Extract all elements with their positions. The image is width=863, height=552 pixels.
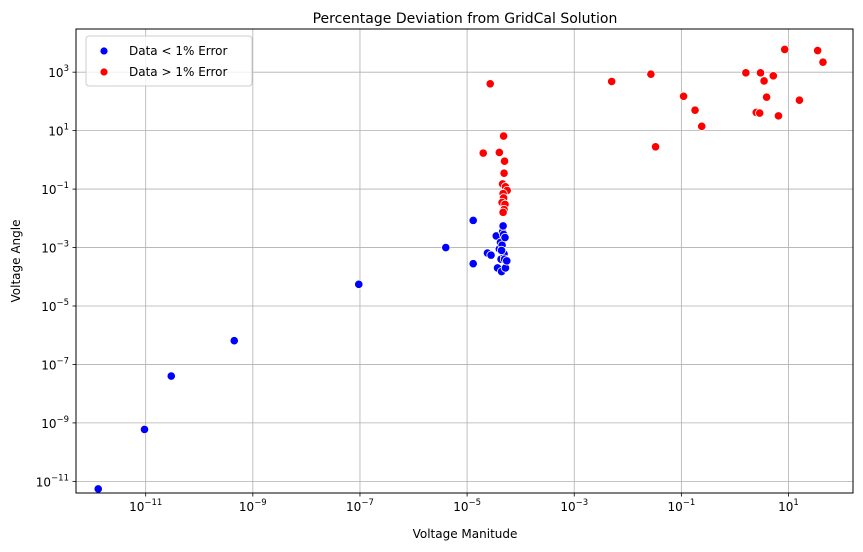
chart-title: Percentage Deviation from GridCal Soluti… xyxy=(313,11,618,27)
point-high-error xyxy=(650,142,661,152)
legend-label-high-error: Data > 1% Error xyxy=(129,65,228,79)
point-high-error xyxy=(499,168,509,178)
x-tick-label: 10−5 xyxy=(453,498,481,514)
point-high-error xyxy=(607,76,617,87)
y-tick-label: 10−1 xyxy=(41,181,69,197)
x-tick-label: 10−7 xyxy=(346,498,374,514)
y-tick-label: 10−5 xyxy=(41,298,69,314)
point-high-error xyxy=(761,92,772,102)
point-high-error xyxy=(780,44,790,55)
x-tick-label: 10−1 xyxy=(667,498,695,514)
legend-marker-low-error xyxy=(99,46,109,56)
point-high-error xyxy=(768,71,778,81)
axis-ticks: 10−11 10−9 10−7 10−5 10−3 10−1 101 10−11 10−9 10−… xyxy=(36,64,799,514)
point-high-error xyxy=(773,111,784,121)
point-low-error xyxy=(498,221,508,231)
point-low-error xyxy=(502,256,512,266)
y-tick-label: 101 xyxy=(48,123,69,139)
point-high-error xyxy=(755,68,766,78)
legend-box xyxy=(85,35,253,87)
point-low-error xyxy=(496,245,507,255)
legend-label-low-error: Data < 1% Error xyxy=(129,44,228,58)
point-high-error xyxy=(498,207,508,217)
x-tick-label: 101 xyxy=(778,498,799,514)
y-tick-label: 10−3 xyxy=(41,240,69,256)
point-high-error xyxy=(690,105,700,115)
x-tick-label: 10−11 xyxy=(129,498,162,514)
point-high-error xyxy=(755,108,765,118)
x-tick-label: 10−9 xyxy=(239,498,267,514)
y-tick-label: 103 xyxy=(48,64,69,80)
point-low-error xyxy=(468,215,478,225)
point-high-error xyxy=(818,57,828,67)
point-high-error xyxy=(813,45,823,56)
grid-lines xyxy=(76,29,853,493)
point-high-error xyxy=(485,79,495,89)
y-tick-label: 10−11 xyxy=(36,473,69,489)
point-low-error xyxy=(468,259,478,269)
point-low-error xyxy=(354,279,364,289)
point-high-error xyxy=(494,147,504,157)
y-tick-label: 10−7 xyxy=(41,356,69,372)
point-high-error xyxy=(794,95,805,105)
point-low-error xyxy=(500,232,510,243)
point-high-error xyxy=(759,76,769,86)
legend-marker-high-error xyxy=(99,67,109,77)
x-tick-label: 10−3 xyxy=(560,498,588,514)
point-low-error xyxy=(486,250,496,260)
point-high-error xyxy=(499,156,510,166)
point-high-error xyxy=(697,121,707,131)
y-tick-label: 10−9 xyxy=(41,415,69,431)
point-high-error xyxy=(478,148,488,158)
legend: Data < 1% Error Data > 1% Error xyxy=(85,35,253,87)
point-low-error xyxy=(166,371,176,381)
point-low-error xyxy=(229,336,239,346)
point-high-error xyxy=(741,68,751,78)
point-low-error xyxy=(441,242,451,253)
point-high-error xyxy=(678,91,689,101)
series-low-error xyxy=(93,215,512,494)
series-high-error xyxy=(478,44,828,217)
point-low-error xyxy=(139,424,150,434)
x-axis-label: Voltage Manitude xyxy=(413,527,518,541)
plot-area-frame xyxy=(75,28,854,494)
y-axis-label: Voltage Angle xyxy=(9,220,23,303)
point-high-error xyxy=(646,69,656,79)
point-high-error xyxy=(498,131,509,141)
point-low-error xyxy=(93,484,103,494)
data-points xyxy=(93,44,828,494)
